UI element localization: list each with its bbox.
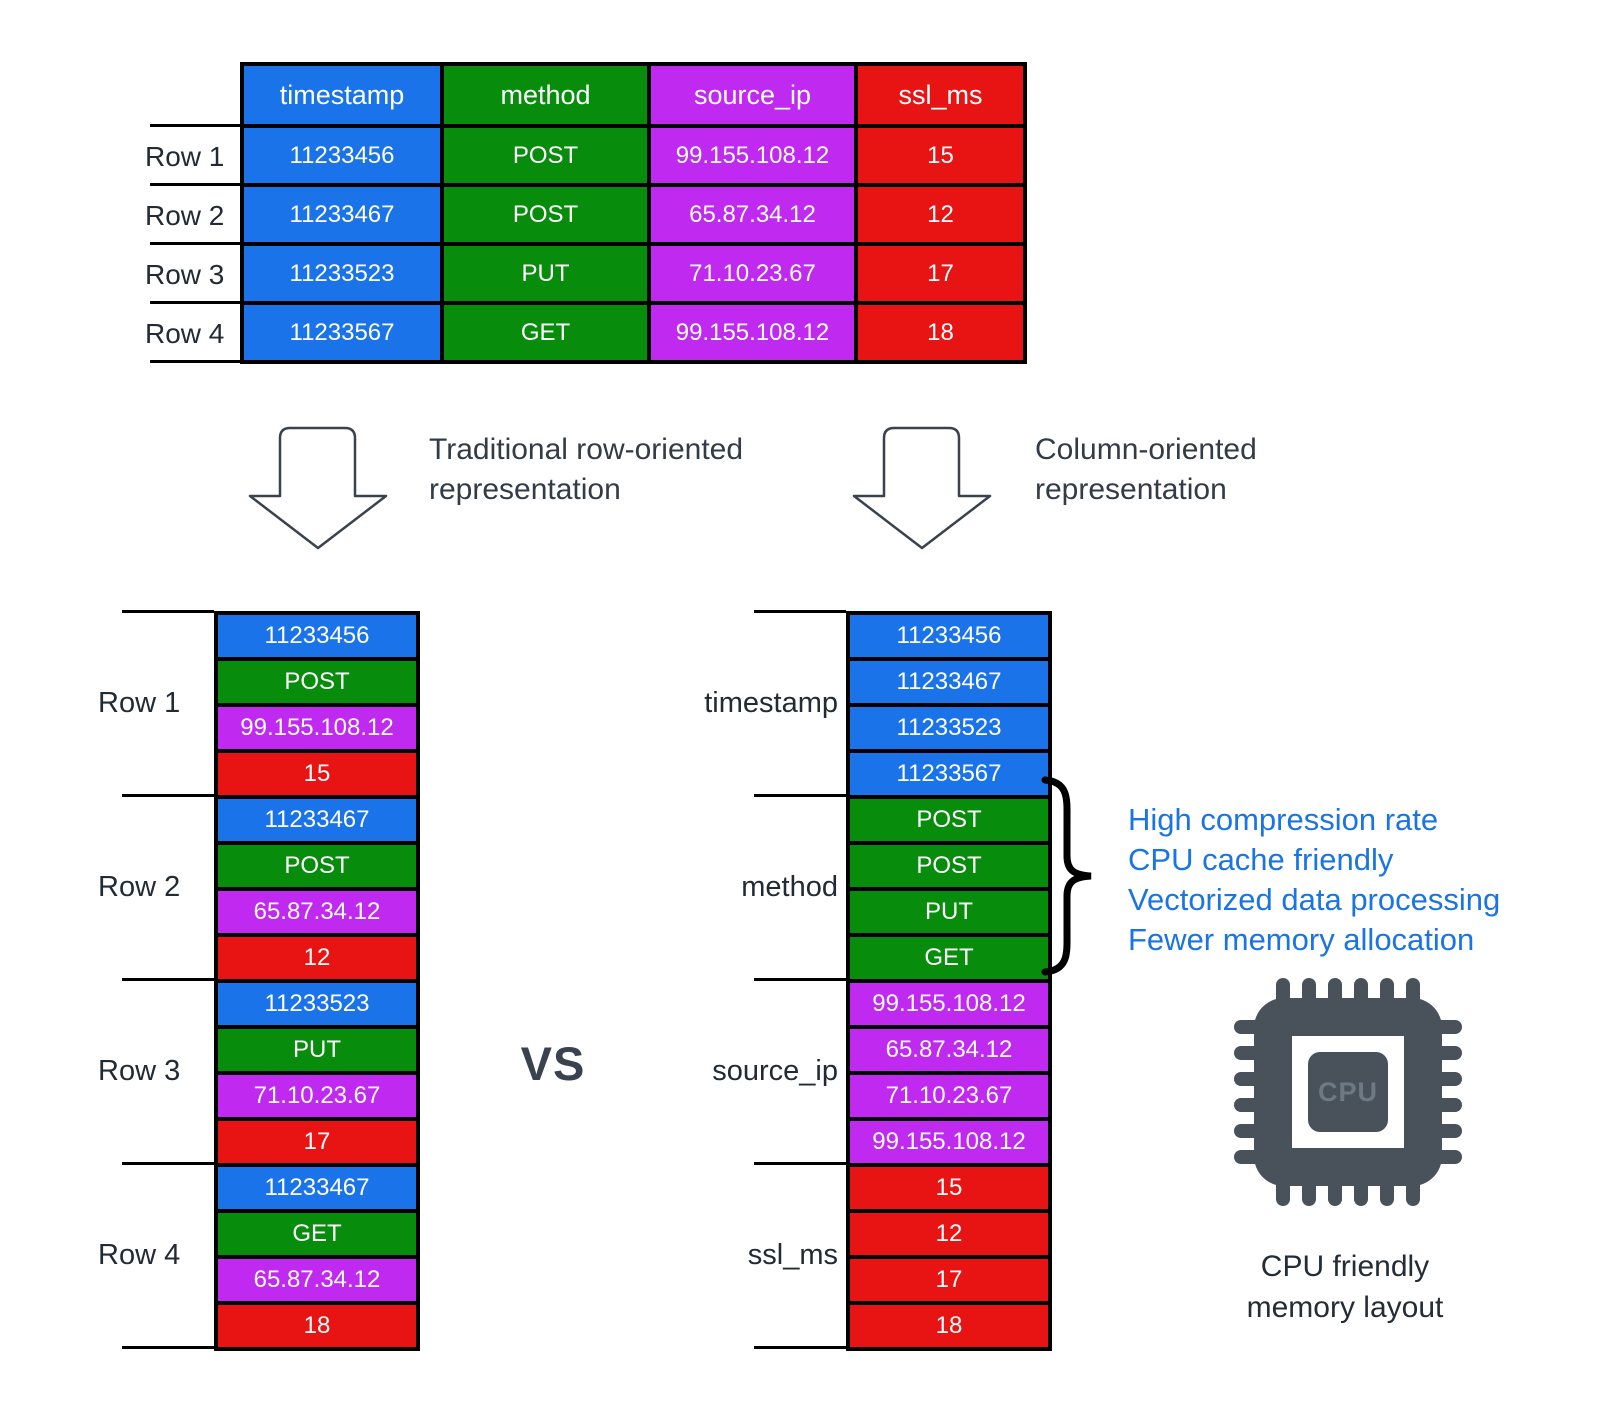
stack-cell: 65.87.34.12 [218,1259,416,1301]
cpu-chip-label: CPU [1318,1077,1378,1107]
row-group-label: Row 4 [98,1239,181,1271]
table-cell: 11233567 [244,305,440,360]
stack-cell: PUT [850,891,1048,933]
table-cell: 11233467 [244,187,440,242]
row-separator-tick [150,183,244,186]
stack-cell: 18 [218,1305,416,1347]
row-separator-tick [754,610,846,613]
table-cell: 11233456 [244,128,440,183]
row-separator-tick [122,978,214,981]
down-arrow-icon [248,426,388,550]
row-oriented-stack: 11233456 POST 99.155.108.12 15 11233467 … [214,611,420,1351]
row-group-label: Row 3 [98,1055,181,1087]
stack-cell: 15 [218,753,416,795]
stack-cell: 11233467 [218,799,416,841]
stack-cell: 18 [850,1305,1048,1347]
stack-cell: POST [218,661,416,703]
stack-cell: GET [850,937,1048,979]
table-cell: 12 [858,187,1023,242]
cpu-chip-icon: CPU [1234,978,1462,1206]
row-group-label: Row 1 [98,687,181,719]
row-separator-tick [122,1346,214,1349]
table-cell: 18 [858,305,1023,360]
row-separator-tick [122,610,214,613]
row-separator-tick [150,360,244,363]
stack-cell: 12 [218,937,416,979]
table-cell: 65.87.34.12 [651,187,854,242]
stack-cell: 99.155.108.12 [218,707,416,749]
row-separator-tick [122,1162,214,1165]
row-separator-tick [754,978,846,981]
column-group-label: source_ip [712,1055,838,1087]
row-label: Row 4 [145,318,225,349]
stack-cell: 99.155.108.12 [850,983,1048,1025]
stack-cell: 11233523 [218,983,416,1025]
column-oriented-stack: 11233456 11233467 11233523 11233567 POST… [846,611,1052,1351]
vs-label: VS [520,1037,586,1090]
stack-cell: POST [850,799,1048,841]
benefit-item: CPU cache friendly [1128,842,1394,877]
stack-cell: GET [218,1213,416,1255]
column-group-label: timestamp [704,687,838,719]
row-separator-tick [150,124,244,127]
stack-cell: 11233523 [850,707,1048,749]
table-cell: 99.155.108.12 [651,128,854,183]
column-header-method: method [444,66,647,124]
table-cell: 11233523 [244,246,440,301]
stack-cell: 11233456 [218,615,416,657]
row-separator-tick [754,1162,846,1165]
table-cell: 71.10.23.67 [651,246,854,301]
row-oriented-caption: Traditional row-oriented representation [429,433,744,506]
stack-cell: 17 [850,1259,1048,1301]
column-header-ssl-ms: ssl_ms [858,66,1023,124]
benefits-list: High compression rate CPU cache friendly… [1128,800,1500,960]
stack-cell: 71.10.23.67 [218,1075,416,1117]
logical-table: timestamp method source_ip ssl_ms 112334… [240,62,1027,364]
column-oriented-caption: Column-oriented representation [1035,433,1257,506]
stack-cell: 71.10.23.67 [850,1075,1048,1117]
stack-cell: 12 [850,1213,1048,1255]
row-separator-tick [754,794,846,797]
row-separator-tick [150,301,244,304]
down-arrow-icon [852,426,992,550]
stack-cell: POST [218,845,416,887]
stack-cell: 99.155.108.12 [850,1121,1048,1163]
row-label: Row 2 [145,200,225,231]
stack-cell: 11233567 [850,753,1048,795]
table-cell: POST [444,128,647,183]
stack-cell: 65.87.34.12 [218,891,416,933]
row-label: Row 1 [145,141,225,172]
column-header-timestamp: timestamp [244,66,440,124]
column-group-label: method [741,871,838,903]
table-cell: 99.155.108.12 [651,305,854,360]
benefit-item: Fewer memory allocation [1128,922,1475,957]
row-separator-tick [754,1346,846,1349]
cpu-caption: CPU friendly memory layout [1246,1250,1444,1324]
stack-cell: 11233467 [850,661,1048,703]
column-group-label: ssl_ms [747,1239,838,1271]
stack-cell: 11233467 [218,1167,416,1209]
table-cell: 17 [858,246,1023,301]
stack-cell: PUT [218,1029,416,1071]
stack-cell: 11233456 [850,615,1048,657]
row-group-label: Row 2 [98,871,181,903]
stack-cell: 15 [850,1167,1048,1209]
curly-brace-icon [1041,776,1092,976]
table-cell: GET [444,305,647,360]
row-separator-tick [122,794,214,797]
stack-cell: POST [850,845,1048,887]
table-cell: PUT [444,246,647,301]
table-cell: 15 [858,128,1023,183]
stack-cell: 17 [218,1121,416,1163]
benefit-item: Vectorized data processing [1128,882,1501,917]
row-label: Row 3 [145,259,225,290]
column-header-source-ip: source_ip [651,66,854,124]
table-cell: POST [444,187,647,242]
row-separator-tick [150,242,244,245]
stack-cell: 65.87.34.12 [850,1029,1048,1071]
benefit-item: High compression rate [1128,802,1439,837]
